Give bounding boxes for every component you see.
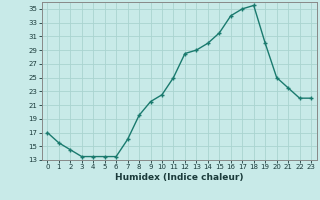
- X-axis label: Humidex (Indice chaleur): Humidex (Indice chaleur): [115, 173, 244, 182]
